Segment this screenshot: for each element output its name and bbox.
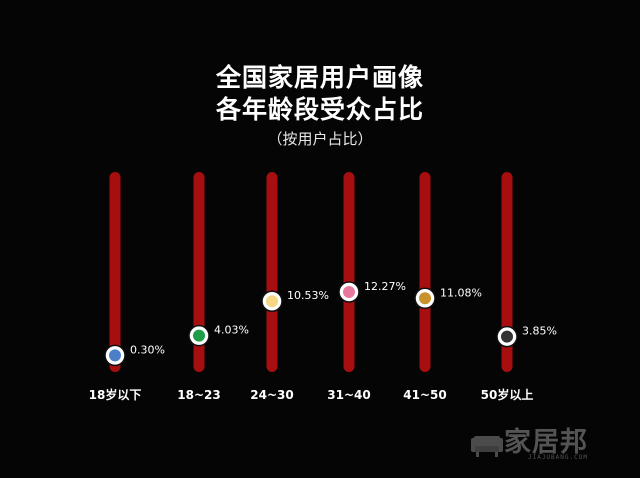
value-dot-0 [109,349,121,362]
value-label-4: 11.08% [440,286,482,299]
chart-header: 全国家居用户画像 各年龄段受众占比 （按用户占比） [0,62,640,150]
chart-subtitle: （按用户占比） [267,130,373,148]
watermark-brand: 家居邦 [504,427,588,458]
category-label-2: 24~30 [250,388,293,402]
value-label-1: 4.03% [214,324,249,337]
value-label-2: 10.53% [287,289,329,302]
value-label-3: 12.27% [364,280,406,293]
labels-layer: 0.30% 18岁以下 4.03% 18~23 10.53% 24~30 12.27% 31~… [89,280,557,402]
category-label-5: 50岁以上 [481,387,534,402]
value-label-5: 3.85% [522,325,557,338]
watermark: 家居邦 JIAJUBANG.COM [470,420,610,464]
category-label-4: 41~50 [403,388,446,402]
couch-logo-icon [471,436,503,457]
age-bar-1 [193,172,205,372]
category-label-3: 31~40 [327,388,370,402]
chart-title-line-1: 全国家居用户画像 [215,63,424,92]
age-bar-0 [109,172,121,372]
age-bar-4 [419,172,431,372]
value-dot-1 [193,329,205,342]
value-dot-2 [266,295,278,308]
chart-title-line-2: 各年龄段受众占比 [215,95,424,124]
watermark-url: JIAJUBANG.COM [528,454,588,461]
value-dot-4 [419,292,431,305]
value-label-0: 0.30% [130,343,165,356]
value-dot-3 [343,286,355,298]
age-bar-3 [343,172,355,372]
dots-layer [104,281,518,367]
category-label-1: 18~23 [177,388,220,402]
age-bar-2 [266,172,278,372]
category-label-0: 18岁以下 [89,387,142,402]
bars-layer [109,172,513,372]
value-dot-5 [501,330,513,343]
age-bar-5 [501,172,513,372]
